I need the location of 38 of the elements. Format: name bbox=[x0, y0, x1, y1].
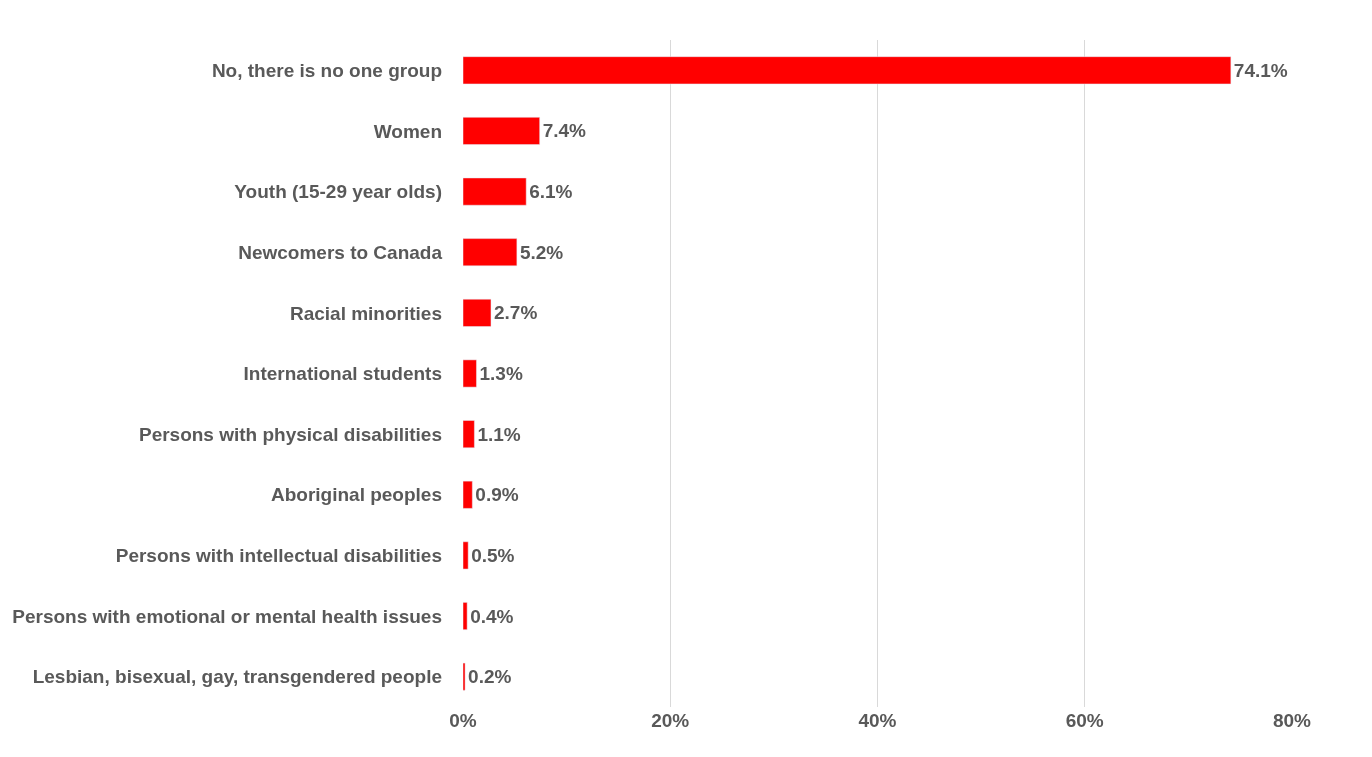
bar bbox=[463, 420, 475, 449]
y-tick-label: Racial minorities bbox=[289, 302, 442, 324]
y-tick-label: Youth (15-29 year olds) bbox=[234, 181, 442, 203]
data-label: 7.4% bbox=[542, 120, 587, 142]
data-label: 0.5% bbox=[471, 544, 515, 566]
x-tick-label: 40% bbox=[858, 710, 897, 731]
bar bbox=[463, 602, 468, 630]
data-label: 0.4% bbox=[470, 605, 514, 627]
y-tick-label: Lesbian, bisexual, gay, transgendered people bbox=[32, 666, 442, 688]
data-label: 2.7% bbox=[493, 302, 538, 324]
data-label: 0.9% bbox=[475, 484, 519, 506]
bar bbox=[463, 177, 527, 206]
data-label: 1.3% bbox=[479, 363, 523, 384]
bar bbox=[463, 238, 518, 267]
y-tick-label: No, there is no one group bbox=[211, 59, 442, 81]
bar bbox=[463, 359, 477, 388]
y-tick-label: Persons with emotional or mental health issues bbox=[12, 605, 442, 627]
y-tick-label: Aboriginal peoples bbox=[270, 484, 442, 506]
x-tick-label: 60% bbox=[1065, 710, 1104, 731]
y-tick-label: Women bbox=[373, 120, 442, 142]
x-tick-label: 0% bbox=[449, 710, 477, 731]
y-tick-label: Persons with intellectual disabilities bbox=[115, 545, 442, 567]
y-tick-label: Newcomers to Canada bbox=[238, 241, 443, 263]
data-label: 74.1% bbox=[1233, 59, 1288, 81]
data-label: 0.2% bbox=[468, 666, 512, 688]
bar bbox=[463, 117, 540, 145]
y-tick-label: International students bbox=[243, 363, 442, 385]
data-label: 1.1% bbox=[477, 423, 521, 445]
data-label: 6.1% bbox=[529, 181, 573, 203]
bar bbox=[463, 298, 492, 327]
x-tick-label: 20% bbox=[651, 710, 690, 731]
data-label: 5.2% bbox=[519, 241, 564, 263]
bar bbox=[463, 662, 466, 691]
y-tick-label: Persons with physical disabilities bbox=[138, 423, 442, 445]
bar bbox=[463, 541, 469, 570]
bar bbox=[463, 480, 473, 509]
bar bbox=[463, 56, 1232, 85]
x-tick-label: 80% bbox=[1272, 710, 1312, 731]
